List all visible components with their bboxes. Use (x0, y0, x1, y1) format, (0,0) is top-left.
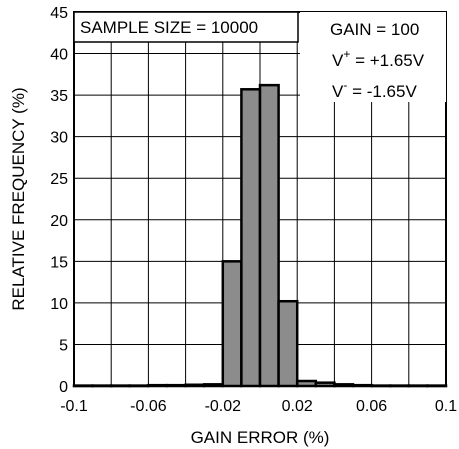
y-tick-label-3: 15 (50, 254, 68, 271)
y-tick-label-6: 30 (50, 130, 68, 147)
y-tick-label-8: 40 (50, 47, 68, 64)
v-plus-label: V+ = +1.65V (332, 47, 425, 70)
y-tick-label-0: 0 (59, 379, 68, 396)
x-tick-label-3: 0.02 (282, 398, 313, 415)
v-minus-superscript: - (343, 78, 347, 92)
y-tick-label-9: 45 (50, 5, 68, 22)
histogram-bar-10 (258, 83, 280, 388)
x-tick-label-5: 0.1 (435, 398, 457, 415)
sample-size-box (73, 11, 299, 43)
y-tick-label-5: 25 (50, 171, 68, 188)
y-axis-title: RELATIVE FREQUENCY (%) (9, 87, 28, 310)
histogram-bar-8 (221, 260, 243, 388)
y-tick-label-2: 10 (50, 296, 68, 313)
histogram-bar-9 (240, 88, 262, 388)
v-plus-superscript: + (343, 47, 350, 61)
y-tick-label-7: 35 (50, 88, 68, 105)
v-plus-value: = +1.65V (350, 51, 424, 70)
v-minus-prefix: V (332, 82, 344, 101)
sample-size-label: SAMPLE SIZE = 10000 (80, 18, 258, 37)
x-tick-label-0: -0.1 (60, 398, 88, 415)
gain-label: GAIN = 100 (330, 20, 419, 39)
y-tick-label-4: 20 (50, 213, 68, 230)
v-minus-label: V- = -1.65V (332, 78, 417, 101)
v-plus-prefix: V (332, 51, 344, 70)
histogram-bar-11 (277, 299, 299, 388)
histogram-bars (72, 83, 448, 388)
v-minus-value: = -1.65V (347, 82, 417, 101)
conditions-box (300, 12, 446, 102)
x-tick-labels: -0.1 -0.06 -0.02 0.02 0.06 0.1 (60, 398, 457, 415)
x-tick-label-4: 0.06 (356, 398, 387, 415)
y-tick-labels: 0 5 10 15 20 25 30 35 40 45 (50, 5, 68, 396)
x-tick-label-1: -0.06 (130, 398, 167, 415)
x-axis-title: GAIN ERROR (%) (191, 428, 330, 447)
x-tick-label-2: -0.02 (205, 398, 242, 415)
y-tick-label-1: 5 (59, 337, 68, 354)
